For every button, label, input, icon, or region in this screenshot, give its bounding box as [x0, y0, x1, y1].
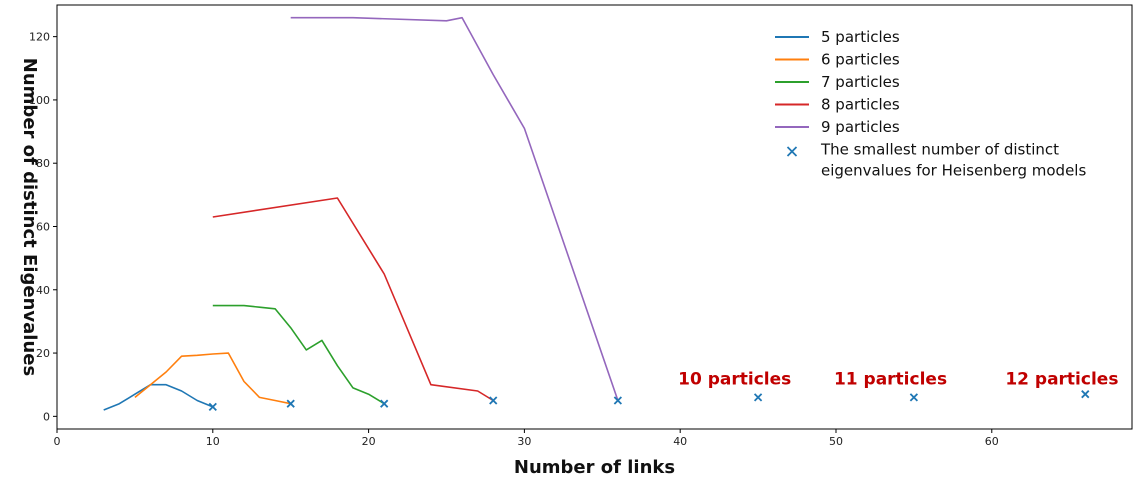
axis-ticks: 0 10 20 30 40 50 60 0 20 40 60 80 100 120	[29, 31, 999, 448]
marker-point	[613, 396, 623, 405]
legend-label: The smallest number of distinct	[820, 141, 1059, 159]
plot-frame	[56, 4, 1133, 430]
legend-item: 8 particles	[775, 96, 900, 114]
x-tick-label: 20	[362, 435, 376, 448]
legend-label: 5 particles	[821, 28, 900, 46]
legend-label: eigenvalues for Heisenberg models	[821, 162, 1086, 180]
series-line-9-particles	[290, 16, 619, 401]
legend-item: 9 particles	[775, 118, 900, 136]
marker-point	[208, 402, 217, 411]
marker-point	[753, 393, 763, 402]
x-tick-label: 50	[829, 435, 843, 448]
x-axis-title: Number of links	[514, 457, 675, 478]
legend-label: 7 particles	[821, 73, 900, 91]
series-line-7-particles	[212, 304, 385, 405]
series-line-5-particles	[103, 383, 214, 411]
y-axis-title: Number of distinct Eigenvalues	[19, 58, 40, 376]
y-tick-label: 80	[36, 157, 50, 170]
series-line-6-particles	[134, 352, 291, 405]
legend-item: 5 particles	[775, 28, 900, 46]
marker-point	[1081, 390, 1090, 399]
series-line-8-particles	[212, 197, 494, 402]
legend-label: 6 particles	[821, 51, 900, 69]
y-tick-label: 20	[36, 347, 50, 360]
marker-point	[909, 393, 919, 402]
y-tick-label: 0	[43, 410, 50, 423]
x-tick-label: 30	[517, 435, 531, 448]
x-tick-label: 60	[985, 435, 999, 448]
legend-label: 8 particles	[821, 96, 900, 114]
legend-item: 7 particles	[775, 73, 900, 91]
y-tick-label: 100	[29, 94, 50, 107]
legend-marker-icon	[786, 146, 798, 157]
annotation-label: 11 particles	[834, 369, 947, 389]
marker-point	[380, 399, 389, 408]
x-tick-label: 40	[673, 435, 687, 448]
annotation-label: 10 particles	[678, 369, 791, 389]
legend-item: 6 particles	[775, 51, 900, 69]
x-tick-label: 10	[206, 435, 220, 448]
y-tick-label: 40	[36, 284, 50, 297]
marker-point	[286, 399, 295, 408]
legend: 5 particles 6 particles 7 particles 8 parti…	[775, 28, 1086, 180]
y-tick-label: 120	[29, 31, 50, 44]
legend-item-markers: The smallest number of distinct eigenvalu…	[786, 141, 1086, 180]
legend-label: 9 particles	[821, 118, 900, 136]
annotations: 10 particles 11 particles 12 particles	[678, 369, 1118, 389]
x-tick-label: 0	[54, 435, 61, 448]
heisenberg-markers	[208, 390, 1090, 411]
axes	[56, 4, 1133, 430]
y-tick-label: 60	[36, 220, 50, 233]
series-lines	[103, 16, 619, 411]
marker-point	[489, 396, 498, 405]
annotation-label: 12 particles	[1005, 369, 1118, 389]
